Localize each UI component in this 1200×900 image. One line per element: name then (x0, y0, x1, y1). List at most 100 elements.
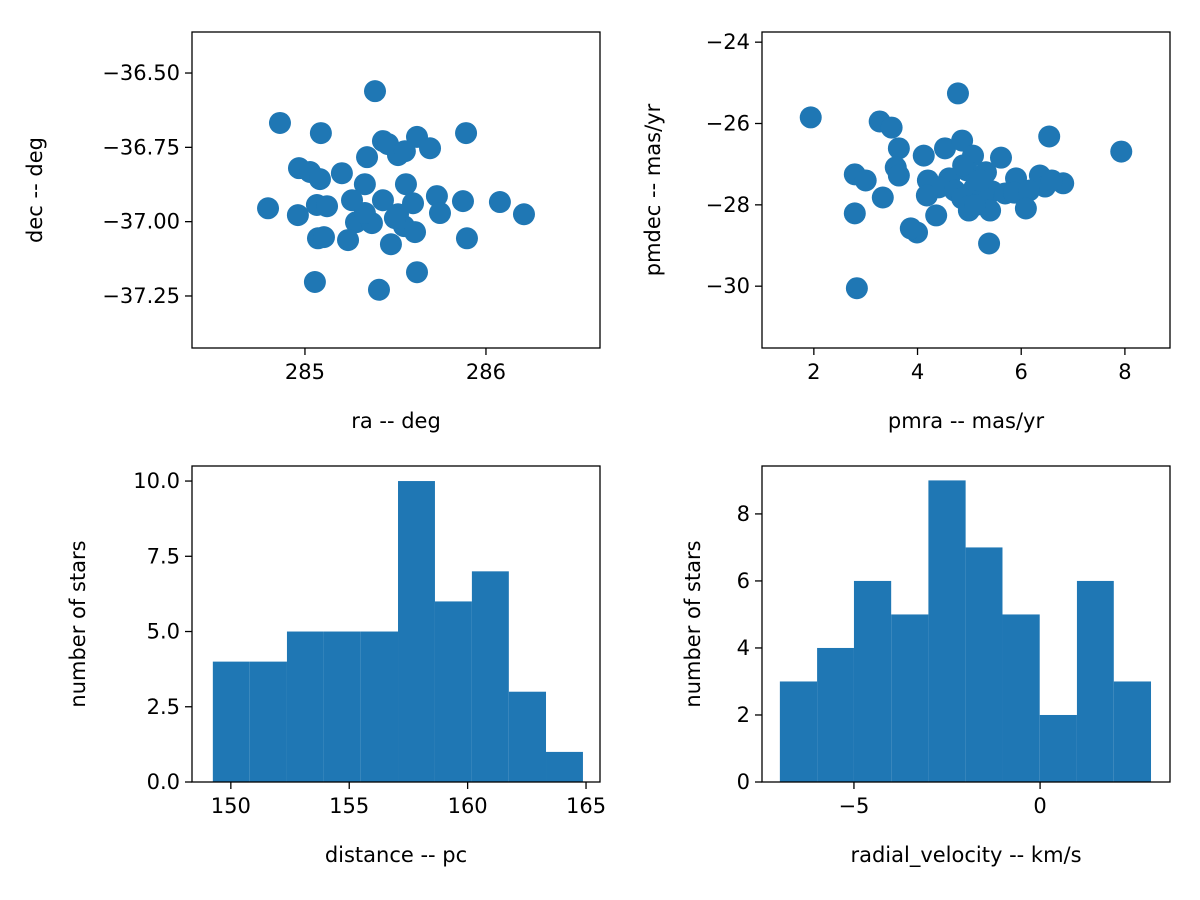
x-tick-label: 155 (329, 794, 369, 818)
bar (434, 601, 472, 782)
point (337, 229, 360, 252)
bar (546, 751, 583, 782)
point (1110, 140, 1133, 163)
x-tick-label: 150 (211, 794, 251, 818)
y-tick-label: −24 (706, 30, 750, 54)
point (394, 173, 417, 196)
point (488, 191, 511, 214)
y-tick-label: 5.0 (147, 620, 180, 644)
point (1014, 197, 1037, 220)
y-tick-label: 4 (737, 636, 750, 660)
point (455, 227, 478, 250)
point (925, 204, 948, 227)
x-tick-label: 160 (448, 794, 488, 818)
y-axis-label: dec -- deg (23, 137, 47, 243)
point (880, 116, 903, 139)
point (330, 162, 353, 185)
point (428, 202, 451, 225)
y-axis-label: number of stars (66, 540, 90, 707)
point (871, 186, 894, 209)
y-tick-label: −37.25 (102, 284, 180, 308)
x-tick-label: 285 (285, 360, 325, 384)
bar (471, 571, 509, 782)
bar (323, 631, 361, 782)
point (312, 226, 335, 249)
y-tick-label: −36.75 (102, 135, 180, 159)
point (1040, 169, 1063, 192)
point (915, 184, 938, 207)
point (404, 221, 427, 244)
x-tick-label: 4 (911, 360, 924, 384)
axes-frame (761, 31, 1171, 349)
point (989, 146, 1012, 169)
y-axis-label: number of stars (681, 540, 705, 707)
point (286, 204, 309, 227)
point (912, 144, 935, 167)
x-axis-label: ra -- deg (351, 409, 441, 433)
y-tick-label: 7.5 (147, 544, 180, 568)
y-tick-label: −36.50 (102, 61, 180, 85)
point (887, 164, 910, 187)
axes-frame (761, 465, 1171, 783)
point (371, 189, 394, 212)
y-tick-label: −37.00 (102, 210, 180, 234)
y-tick-label: −26 (706, 112, 750, 136)
y-axis-label: pmdec -- mas/yr (641, 103, 665, 276)
x-tick-label: −5 (838, 794, 869, 818)
y-tick-label: 2.5 (147, 695, 180, 719)
point (451, 190, 474, 213)
point (268, 111, 291, 134)
point (455, 122, 478, 145)
x-tick-label: 6 (1015, 360, 1028, 384)
point (968, 169, 991, 192)
bar (817, 647, 854, 782)
point (419, 137, 442, 160)
axes-frame (191, 465, 601, 783)
point (1038, 125, 1061, 148)
point (257, 197, 280, 220)
point (356, 146, 379, 169)
x-axis-label: pmra -- mas/yr (888, 409, 1045, 433)
point (512, 203, 535, 226)
point (353, 173, 376, 196)
y-tick-label: 2 (737, 703, 750, 727)
point (978, 232, 1001, 255)
x-tick-label: 2 (807, 360, 820, 384)
point (854, 169, 877, 192)
point (367, 278, 390, 301)
bar (853, 580, 892, 782)
y-tick-label: 10.0 (133, 469, 180, 493)
bar (212, 661, 250, 782)
bar (286, 631, 324, 782)
point (316, 195, 339, 218)
point (303, 271, 326, 294)
point (946, 82, 969, 105)
point (379, 233, 402, 256)
y-tick-label: 0 (737, 770, 750, 794)
x-axis-label: distance -- pc (325, 843, 467, 867)
bar (360, 631, 399, 782)
point (843, 202, 866, 225)
bar (779, 681, 818, 782)
point (887, 137, 910, 160)
point (353, 202, 376, 225)
point (934, 137, 957, 160)
x-tick-label: 165 (566, 794, 606, 818)
point (799, 106, 822, 129)
x-axis-label: radial_velocity -- km/s (850, 843, 1081, 868)
bar (1113, 681, 1152, 782)
point (308, 168, 331, 191)
point (845, 277, 868, 300)
bar (508, 691, 547, 782)
point (425, 185, 448, 208)
point (405, 261, 428, 284)
y-tick-label: 6 (737, 569, 750, 593)
bar (1039, 714, 1077, 782)
bar (1002, 614, 1040, 782)
bar (891, 614, 929, 782)
y-tick-label: −30 (706, 274, 750, 298)
point (899, 217, 922, 240)
bar (398, 481, 435, 782)
